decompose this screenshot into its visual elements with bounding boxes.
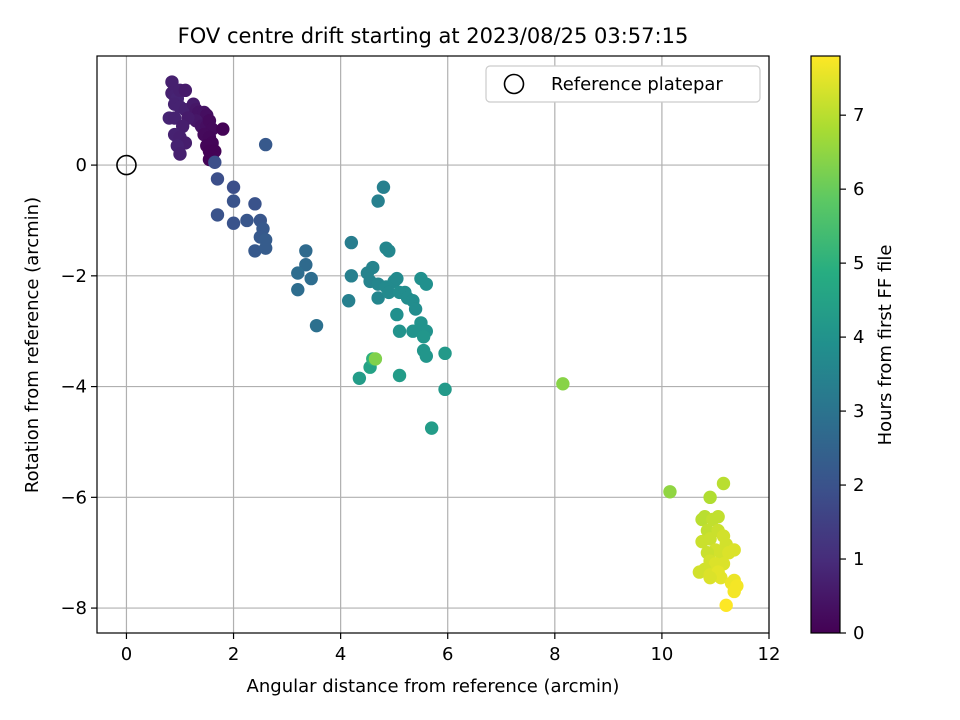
data-point xyxy=(392,324,407,338)
data-point xyxy=(438,382,452,397)
chart-title: FOV centre drift starting at 2023/08/25 … xyxy=(178,24,689,48)
colorbar-tick-label: 1 xyxy=(853,549,864,570)
x-tick-label: 2 xyxy=(228,644,239,665)
legend: Reference platepar xyxy=(485,65,761,103)
data-point xyxy=(352,371,367,385)
data-point xyxy=(711,510,725,524)
data-point xyxy=(716,476,731,491)
data-point xyxy=(424,421,439,435)
data-point xyxy=(556,377,570,391)
data-point xyxy=(692,565,707,579)
data-point xyxy=(210,208,225,222)
data-point xyxy=(240,213,254,228)
x-axis-label: Angular distance from reference (arcmin) xyxy=(247,676,620,697)
data-point xyxy=(416,330,431,344)
grid-lines xyxy=(97,56,770,633)
data-point xyxy=(299,258,313,272)
data-point xyxy=(719,598,733,613)
data-point xyxy=(341,294,356,308)
colorbar-tick-label: 4 xyxy=(853,327,864,348)
data-point xyxy=(344,235,359,250)
data-point xyxy=(703,490,717,505)
data-points xyxy=(162,75,744,613)
data-point xyxy=(419,277,434,291)
x-tick-label: 10 xyxy=(650,644,673,665)
data-point xyxy=(371,194,385,208)
data-point xyxy=(304,271,318,286)
colorbar-tick-label: 0 xyxy=(853,623,864,644)
x-tick-label: 6 xyxy=(442,644,453,665)
data-point xyxy=(165,75,179,89)
data-point xyxy=(258,241,273,255)
data-point xyxy=(299,244,313,258)
colorbar-gradient xyxy=(810,55,841,634)
axis-ticks: 0 2 4 6 8 10 12 −8 −6 −4 −2 0 xyxy=(60,155,780,665)
data-point xyxy=(216,122,230,136)
legend-label: Reference platepar xyxy=(551,74,723,95)
data-point xyxy=(703,570,717,585)
colorbar-tick-label: 3 xyxy=(853,401,864,422)
y-tick-label: 0 xyxy=(76,155,87,176)
data-point xyxy=(167,111,182,125)
data-point xyxy=(408,302,423,316)
data-point xyxy=(382,285,396,300)
x-tick-label: 0 xyxy=(121,644,132,665)
legend-marker-icon xyxy=(503,73,525,95)
data-point xyxy=(226,216,241,230)
legend-box xyxy=(485,65,761,103)
data-point xyxy=(392,368,407,383)
data-point xyxy=(390,307,404,322)
plot-frame xyxy=(96,55,770,634)
data-point xyxy=(344,269,359,283)
y-tick-label: −2 xyxy=(60,266,87,287)
data-point xyxy=(727,543,741,557)
data-point xyxy=(382,244,396,258)
y-tick-label: −8 xyxy=(60,598,87,619)
y-axis-label: Rotation from reference (arcmin) xyxy=(22,197,43,493)
data-point xyxy=(226,194,241,208)
data-point xyxy=(366,260,380,275)
data-point xyxy=(210,172,225,186)
data-point xyxy=(419,349,434,363)
colorbar-tick-label: 6 xyxy=(853,179,864,200)
data-point xyxy=(663,485,677,499)
data-point xyxy=(248,244,262,258)
colorbar-tick-label: 7 xyxy=(853,105,864,126)
data-point xyxy=(727,584,741,599)
x-tick-label: 12 xyxy=(758,644,781,665)
data-point xyxy=(368,352,383,366)
data-point xyxy=(208,155,222,170)
reference-platepar-marker xyxy=(116,154,137,176)
data-point xyxy=(703,532,717,546)
data-point xyxy=(248,197,262,211)
data-point xyxy=(175,119,190,134)
data-point xyxy=(371,291,385,305)
data-point xyxy=(309,318,324,333)
data-point xyxy=(178,83,193,98)
y-tick-label: −6 xyxy=(60,487,87,508)
x-tick-label: 8 xyxy=(549,644,560,665)
data-point xyxy=(714,570,728,585)
data-point xyxy=(173,147,187,161)
colorbar-ticks: 0 1 2 3 4 5 6 7 xyxy=(840,105,864,644)
colorbar-tick-label: 5 xyxy=(853,253,864,274)
data-point xyxy=(406,324,420,338)
colorbar-tick-label: 2 xyxy=(853,475,864,496)
data-point xyxy=(291,282,305,297)
colorbar-label: Hours from first FF file xyxy=(875,245,896,446)
data-point xyxy=(258,137,273,152)
data-point xyxy=(291,266,305,280)
data-point xyxy=(390,271,404,286)
data-point xyxy=(438,346,452,361)
y-tick-label: −4 xyxy=(60,377,87,398)
data-point xyxy=(376,180,391,194)
data-point xyxy=(226,180,241,194)
x-tick-label: 4 xyxy=(335,644,346,665)
colorbar: 0 1 2 3 4 5 6 7 Hours from first FF file xyxy=(810,55,896,644)
